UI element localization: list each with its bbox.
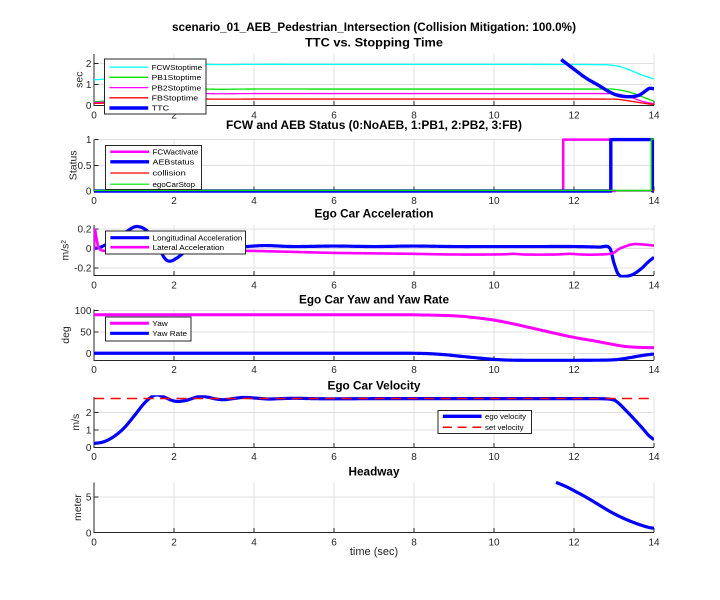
svg-text:2: 2 [171, 196, 177, 207]
svg-text:Headway: Headway [349, 466, 401, 478]
svg-text:Status: Status [68, 150, 80, 180]
svg-text:6: 6 [331, 452, 337, 463]
svg-text:TTC vs. Stopping Time: TTC vs. Stopping Time [305, 37, 443, 49]
svg-text:0: 0 [86, 187, 92, 198]
svg-text:PB1Stoptime: PB1Stoptime [152, 73, 202, 82]
svg-text:0: 0 [86, 443, 92, 454]
svg-text:4: 4 [251, 365, 257, 376]
svg-text:FCW and AEB Status (0:NoAEB, 1: FCW and AEB Status (0:NoAEB, 1:PB1, 2:PB… [226, 120, 522, 132]
svg-text:Lateral Acceleration: Lateral Acceleration [153, 243, 225, 252]
svg-text:PB2Stoptime: PB2Stoptime [152, 83, 202, 92]
svg-text:m/s²: m/s² [59, 240, 71, 261]
svg-text:0: 0 [86, 244, 92, 255]
svg-text:4: 4 [251, 280, 257, 291]
svg-text:12: 12 [568, 452, 580, 463]
svg-text:0.2: 0.2 [77, 225, 91, 236]
svg-text:0: 0 [86, 528, 92, 539]
svg-text:14: 14 [648, 365, 660, 376]
svg-text:AEBstatus: AEBstatus [153, 158, 195, 167]
svg-text:0: 0 [91, 196, 97, 207]
svg-text:2: 2 [171, 365, 177, 376]
svg-text:2: 2 [86, 59, 92, 70]
svg-text:Ego Car Velocity: Ego Car Velocity [328, 380, 422, 392]
svg-text:0: 0 [91, 110, 97, 121]
svg-text:deg: deg [60, 326, 72, 344]
svg-text:12: 12 [568, 365, 580, 376]
svg-text:4: 4 [251, 110, 257, 121]
svg-text:6: 6 [331, 280, 337, 291]
svg-text:14: 14 [648, 196, 660, 207]
svg-text:14: 14 [648, 538, 660, 549]
svg-text:0: 0 [86, 101, 92, 112]
svg-text:egoCarStop: egoCarStop [153, 180, 196, 189]
svg-text:6: 6 [331, 196, 337, 207]
svg-text:0: 0 [91, 452, 97, 463]
svg-text:TTC: TTC [152, 104, 170, 113]
svg-text:scenario_01_AEB_Pedestrian_Int: scenario_01_AEB_Pedestrian_Intersection … [172, 22, 576, 34]
svg-text:0: 0 [91, 538, 97, 549]
svg-text:14: 14 [648, 110, 660, 121]
svg-text:-0.2: -0.2 [74, 264, 92, 275]
svg-text:Ego Car Yaw and Yaw Rate: Ego Car Yaw and Yaw Rate [299, 295, 449, 307]
svg-text:5: 5 [86, 492, 92, 503]
svg-text:ego velocity: ego velocity [485, 412, 526, 421]
svg-text:Ego Car Acceleration: Ego Car Acceleration [315, 209, 434, 221]
svg-text:14: 14 [648, 280, 660, 291]
svg-text:10: 10 [488, 196, 500, 207]
svg-text:m/s: m/s [70, 414, 82, 431]
svg-text:6: 6 [331, 365, 337, 376]
svg-text:6: 6 [331, 110, 337, 121]
svg-text:2: 2 [171, 110, 177, 121]
svg-text:8: 8 [411, 196, 417, 207]
svg-text:100: 100 [75, 306, 92, 317]
svg-text:0: 0 [91, 365, 97, 376]
svg-text:0.5: 0.5 [77, 161, 91, 172]
svg-text:sec: sec [73, 72, 85, 88]
svg-text:Yaw Rate: Yaw Rate [152, 329, 187, 338]
svg-text:12: 12 [568, 280, 580, 291]
svg-text:8: 8 [411, 538, 417, 549]
svg-text:2: 2 [171, 538, 177, 549]
svg-text:14: 14 [648, 452, 660, 463]
svg-text:0: 0 [91, 280, 97, 291]
svg-text:10: 10 [488, 365, 500, 376]
svg-text:8: 8 [411, 110, 417, 121]
svg-text:1: 1 [86, 135, 92, 146]
svg-text:set velocity: set velocity [485, 423, 524, 432]
svg-text:0: 0 [86, 349, 92, 360]
svg-text:meter: meter [72, 494, 84, 521]
svg-text:10: 10 [488, 538, 500, 549]
svg-text:4: 4 [251, 538, 257, 549]
svg-text:10: 10 [488, 452, 500, 463]
svg-text:1: 1 [86, 425, 92, 436]
svg-text:2: 2 [86, 408, 92, 419]
svg-text:6: 6 [331, 538, 337, 549]
svg-text:8: 8 [411, 365, 417, 376]
svg-text:FBStoptime: FBStoptime [152, 94, 199, 103]
svg-text:10: 10 [488, 110, 500, 121]
svg-text:2: 2 [171, 280, 177, 291]
svg-text:12: 12 [568, 110, 580, 121]
svg-text:12: 12 [568, 196, 580, 207]
svg-text:4: 4 [251, 196, 257, 207]
svg-text:FCWStoptime: FCWStoptime [152, 63, 203, 72]
svg-text:Longitudinal Acceleration: Longitudinal Acceleration [153, 233, 243, 242]
svg-text:4: 4 [251, 452, 257, 463]
svg-text:time (sec): time (sec) [350, 546, 398, 558]
svg-text:Yaw: Yaw [152, 319, 168, 328]
svg-text:10: 10 [488, 280, 500, 291]
svg-text:FCWactivate: FCWactivate [153, 147, 199, 156]
svg-text:1: 1 [86, 80, 92, 91]
svg-text:collision: collision [153, 169, 186, 178]
svg-text:50: 50 [80, 328, 92, 339]
svg-text:8: 8 [411, 280, 417, 291]
svg-text:8: 8 [411, 452, 417, 463]
svg-text:12: 12 [568, 538, 580, 549]
svg-text:2: 2 [171, 452, 177, 463]
